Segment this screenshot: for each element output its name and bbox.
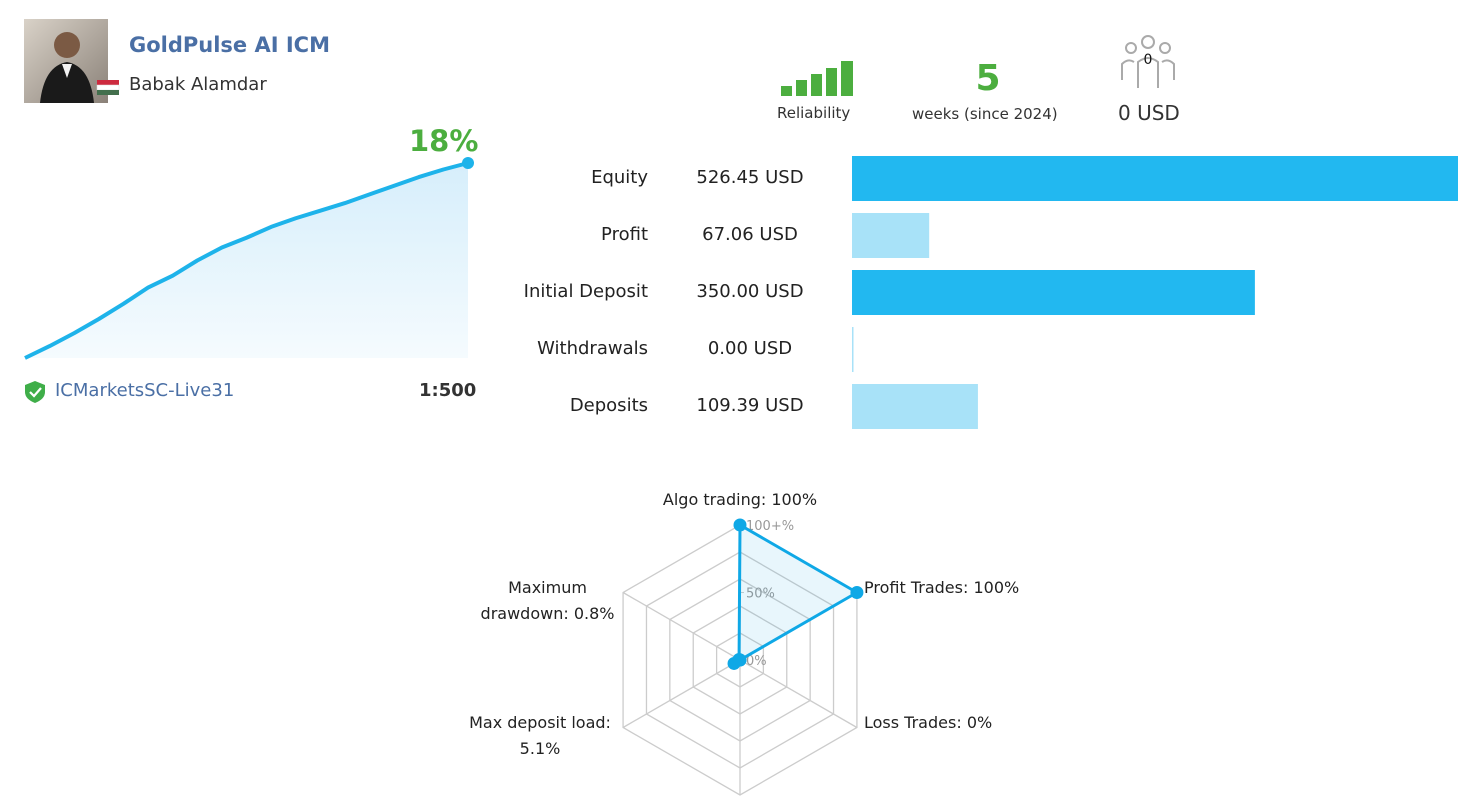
radar-label: Max deposit load: 5.1% (455, 710, 625, 762)
radar-tick-label: 100+% (746, 519, 794, 534)
flag-icon (96, 80, 120, 95)
balance-label: Withdrawals (537, 338, 648, 359)
balance-value: 0.00 USD (707, 338, 793, 359)
radar-label: Profit Trades: 100% (864, 575, 1019, 601)
leverage: 1:500 (419, 380, 477, 401)
radar-spoke (622, 591, 741, 661)
radar-tick-label: 50% (746, 587, 775, 602)
radar-value: 5.1% (519, 739, 561, 758)
balance-bar (852, 327, 854, 372)
balance-label: Profit (601, 224, 648, 245)
balance-label: Deposits (569, 395, 648, 416)
broker-name[interactable]: ICMarketsSC-Live31 (55, 380, 235, 401)
reliability-label: Reliability (777, 104, 851, 122)
avatar (24, 19, 108, 103)
funds-value: 0 USD (1118, 101, 1180, 125)
balance-value: 350.00 USD (696, 281, 804, 302)
radar-category: Maximum drawdown: (480, 578, 587, 623)
subscribers-count: 0 (1143, 52, 1153, 68)
radar-category: Max deposit load: (469, 713, 611, 732)
balance-bar (852, 270, 1255, 315)
radar-category: Algo trading: (662, 490, 767, 509)
balance-value: 67.06 USD (702, 224, 798, 245)
radar-label: Maximum drawdown: 0.8% (470, 575, 625, 627)
balance-bar (852, 156, 1458, 201)
radar-category: Profit Trades: (864, 578, 969, 597)
radar-value: 0% (966, 713, 993, 732)
radar-value: 100% (771, 490, 818, 509)
balance-value: 526.45 USD (696, 167, 804, 188)
signal-title[interactable]: GoldPulse AI ICM (129, 33, 330, 57)
radar-point (733, 518, 747, 532)
radar-spoke (739, 659, 858, 729)
radar-value: 0.8% (573, 604, 615, 623)
radar-area (732, 523, 859, 665)
radar-label: Algo trading: 100% (640, 487, 840, 513)
radar-tick-label: 0% (746, 654, 767, 669)
radar-value: 100% (973, 578, 1020, 597)
subscribers-icon (1121, 35, 1175, 88)
weeks-value: 5 (975, 58, 1001, 99)
balance-value: 109.39 USD (696, 395, 804, 416)
growth-area (25, 163, 468, 358)
author-name[interactable]: Babak Alamdar (129, 74, 267, 95)
balance-bar (852, 384, 978, 429)
balance-label: Initial Deposit (523, 281, 648, 302)
radar-point (850, 586, 864, 599)
reliability-icon (781, 61, 853, 96)
balance-bar (852, 213, 930, 258)
growth-line (24, 161, 469, 360)
verified-icon (25, 381, 45, 403)
growth-end-dot (462, 157, 474, 169)
weeks-label: weeks (since 2024) (912, 105, 1058, 123)
balance-label: Equity (591, 167, 648, 188)
radar-label: Loss Trades: 0% (864, 710, 992, 736)
radar-spoke (622, 659, 741, 729)
growth-label: 18% (409, 124, 479, 158)
radar-point (732, 652, 746, 666)
radar-category: Loss Trades: (864, 713, 962, 732)
